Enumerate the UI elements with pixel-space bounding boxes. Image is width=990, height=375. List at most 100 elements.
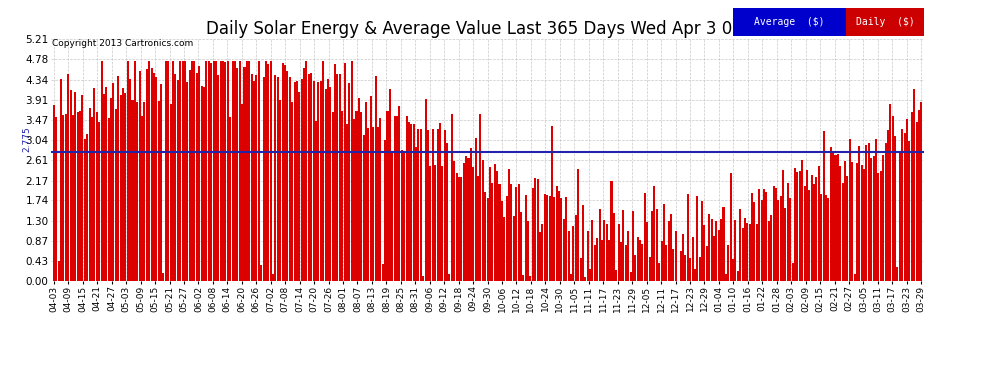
Bar [260,265,262,281]
Bar [470,148,472,281]
Bar [327,79,329,281]
Bar [306,61,308,281]
Bar [93,87,95,281]
Bar [401,150,403,281]
Bar [775,188,777,281]
Bar [550,126,553,281]
Bar [398,106,400,281]
Bar [713,236,715,281]
Bar [737,270,739,281]
Title: Daily Solar Energy & Average Value Last 365 Days Wed Apr 3 06:38: Daily Solar Energy & Average Value Last … [206,20,769,38]
Bar [403,153,405,281]
Bar [608,240,610,281]
Text: 2.775: 2.775 [22,127,31,152]
Bar [577,169,579,281]
Bar [515,188,517,281]
Bar [544,194,545,281]
Bar [870,158,872,281]
Text: Daily  ($): Daily ($) [855,16,915,27]
Bar [86,134,88,281]
Bar [474,138,476,281]
Bar [422,276,425,281]
Bar [198,66,200,281]
Bar [303,68,305,281]
Bar [167,61,169,281]
Bar [835,155,837,281]
Bar [818,166,820,281]
Bar [518,184,520,281]
Bar [139,71,141,281]
Bar [751,193,753,281]
Bar [134,61,136,281]
Bar [565,197,567,281]
Bar [865,145,867,281]
Bar [227,61,229,281]
Bar [768,221,770,281]
Bar [313,81,315,281]
Bar [360,112,362,281]
Bar [816,177,818,281]
Bar [237,68,239,281]
Bar [76,112,79,281]
Bar [548,196,550,281]
Bar [763,189,765,281]
Bar [193,61,195,281]
Bar [506,195,508,281]
Bar [606,224,608,281]
Bar [332,112,334,281]
Bar [294,82,296,281]
Bar [844,161,846,281]
Bar [484,192,486,281]
Bar [274,75,276,281]
Bar [546,195,548,281]
Bar [618,224,620,281]
Bar [172,61,174,281]
Bar [599,209,601,281]
Bar [348,83,350,281]
Bar [511,184,513,281]
Bar [728,245,730,281]
Bar [450,114,452,281]
Bar [57,261,59,281]
Bar [906,118,908,281]
Bar [482,159,484,281]
Text: Average  ($): Average ($) [754,16,825,27]
Bar [589,269,591,281]
Bar [379,118,381,281]
Bar [144,102,146,281]
Bar [842,183,843,281]
Bar [694,269,696,281]
Bar [828,198,830,281]
Bar [742,228,743,281]
Bar [148,61,150,281]
Bar [718,230,720,281]
Bar [267,64,269,281]
Bar [157,101,159,281]
Bar [437,129,439,281]
Bar [315,121,317,281]
Bar [105,87,107,281]
Bar [630,272,632,281]
Bar [918,110,920,281]
Bar [318,82,320,281]
Bar [430,166,432,281]
Bar [269,61,271,281]
Bar [310,74,312,281]
Bar [353,118,355,281]
Bar [644,193,645,281]
Bar [887,130,889,281]
Bar [555,186,557,281]
Bar [582,205,584,281]
Bar [911,112,913,281]
Bar [91,117,93,281]
Bar [213,61,215,281]
Bar [868,143,870,281]
Bar [743,218,745,281]
Bar [64,114,66,281]
Bar [169,104,171,281]
Bar [189,70,191,281]
Bar [220,61,222,281]
Bar [665,245,667,281]
Bar [770,214,772,281]
Bar [499,184,501,281]
